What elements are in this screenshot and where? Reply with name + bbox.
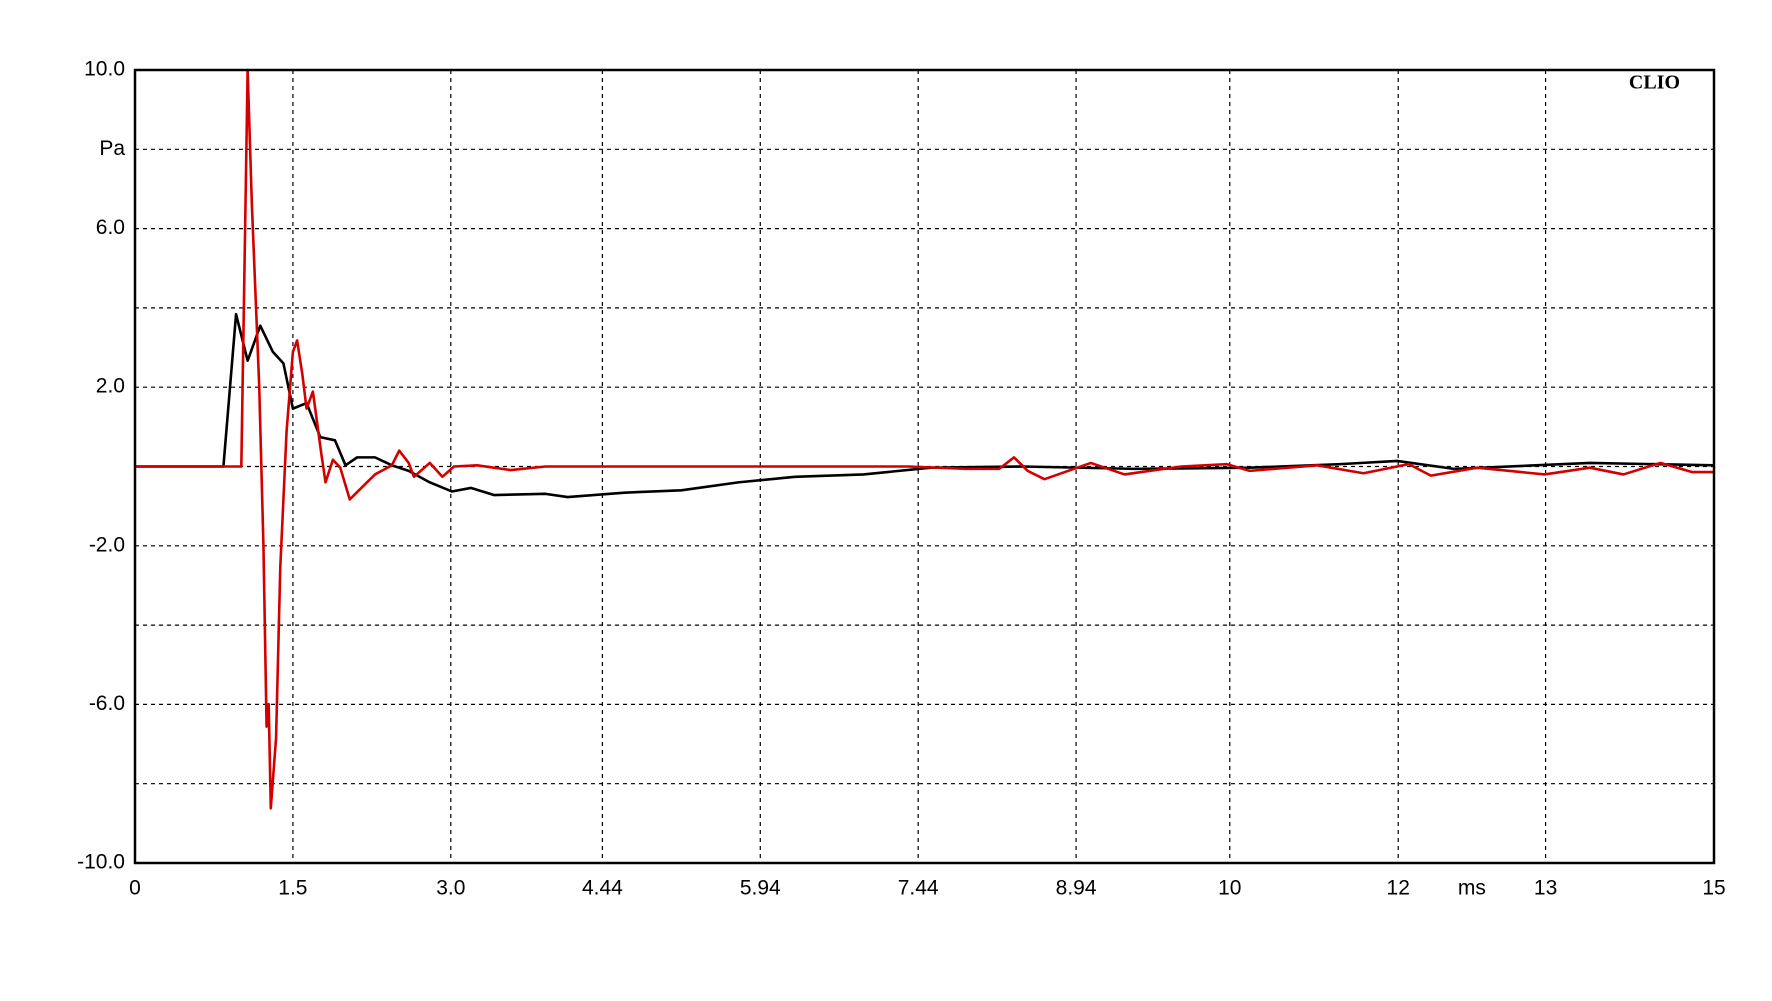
y-tick-label: -10.0 [77,851,125,874]
y-tick-label: -6.0 [89,692,125,715]
x-tick-label: 8.94 [1056,877,1097,900]
x-tick-label: 0 [129,877,141,900]
x-tick-label: 12 [1387,877,1410,900]
y-tick-label: -2.0 [89,533,125,556]
series-line [135,312,1715,499]
y-tick-label: 6.0 [96,216,125,239]
x-tick-label: 7.44 [898,877,939,900]
x-tick-label: 3.0 [436,877,465,900]
x-tick-label: 5.94 [740,877,781,900]
y-tick-label: 2.0 [96,375,125,398]
plot-lines [135,68,1715,810]
x-axis-label: ms [1458,877,1486,900]
y-tick-label: Pa [99,137,125,160]
series-line [135,68,1714,810]
plot-frame [133,68,1716,865]
x-tick-label: 10 [1218,877,1241,900]
y-tick-label: 10.0 [84,58,125,81]
annotation: CLIO [1629,72,1680,94]
x-tick-label: 1.5 [278,877,307,900]
x-tick-label: 4.44 [582,877,623,900]
x-tick-label: 13 [1534,877,1557,900]
x-tick-label: 15 [1702,877,1725,900]
